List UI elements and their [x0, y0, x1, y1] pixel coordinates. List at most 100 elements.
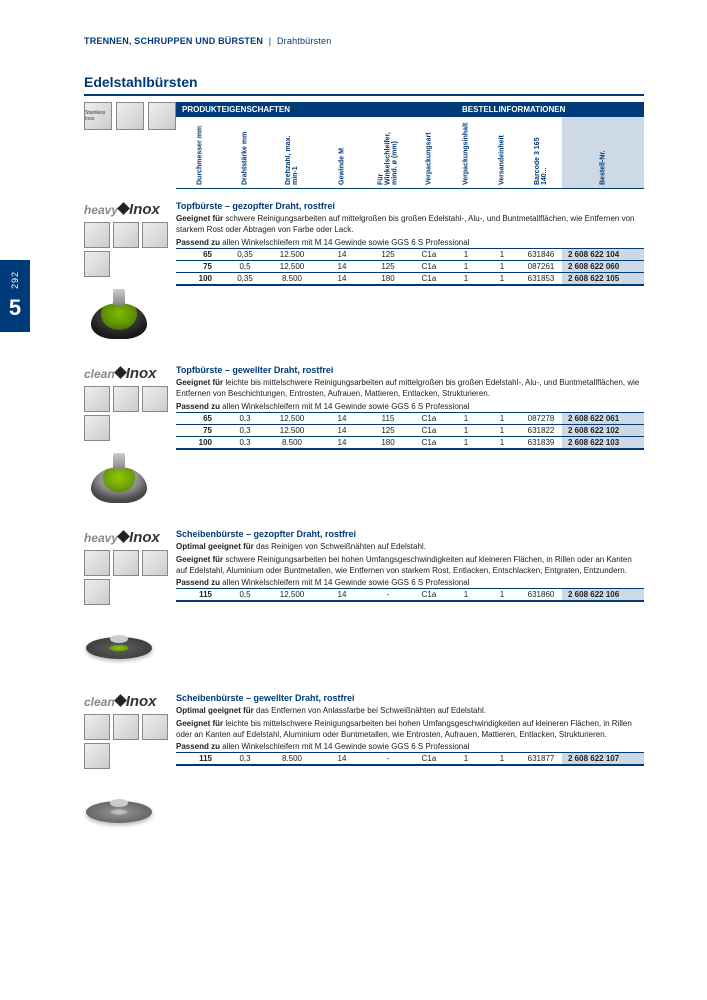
table-cell: 631853: [520, 272, 562, 285]
tile-icon: [148, 102, 176, 130]
table-cell: 1: [484, 424, 520, 436]
table-cell: 115: [176, 753, 224, 766]
table-cell: 65: [176, 248, 224, 260]
table-cell: 1: [484, 272, 520, 285]
table-cell: 125: [366, 424, 410, 436]
page-number: 292: [10, 271, 20, 289]
info-tile: [84, 743, 110, 769]
product-badge: heavyInox: [84, 529, 160, 546]
table-cell: 0,35: [224, 272, 266, 285]
info-tile: [142, 550, 168, 576]
table-cell: 125: [366, 248, 410, 260]
product-desc: Geeignet für leichte bis mittelschwere R…: [176, 378, 644, 400]
info-tile: [113, 386, 139, 412]
product-left: heavyInox: [84, 529, 176, 681]
table-cell: 0,35: [224, 248, 266, 260]
table-cell: 65: [176, 412, 224, 424]
product-fit: Passend zu allen Winkelschleifern mit M …: [176, 578, 644, 587]
product-right: Scheibenbürste – gewellter Draht, rostfr…: [176, 693, 644, 766]
product-tiles: [84, 222, 174, 277]
table-row: 650,312.50014115C1a110872782 608 622 061: [176, 412, 644, 424]
product-right: Scheibenbürste – gezopfter Draht, rostfr…: [176, 529, 644, 602]
table-cell: 14: [318, 260, 366, 272]
tile-stainless: Stainless Inox: [84, 102, 112, 130]
info-tile: [113, 550, 139, 576]
product-desc: Geeignet für leichte bis mittelschwere R…: [176, 719, 644, 741]
table-cell: C1a: [410, 412, 448, 424]
product-badge: cleanInox: [84, 365, 157, 382]
table-cell: 180: [366, 436, 410, 449]
table-cell: 2 608 622 060: [562, 260, 644, 272]
column-labels: Durchmesser mmDrahtstärke mmDrehzahl, ma…: [176, 117, 644, 189]
info-tile: [84, 579, 110, 605]
table-cell: 2 608 622 105: [562, 272, 644, 285]
product-badge: heavyInox: [84, 201, 160, 218]
table-cell: C1a: [410, 424, 448, 436]
table-cell: 1: [448, 260, 484, 272]
product-right: Topfbürste – gezopfter Draht, rostfrei Ge…: [176, 201, 644, 286]
product-desc: Geeignet für schwere Reinigungsarbeiten …: [176, 214, 644, 236]
table-cell: 100: [176, 272, 224, 285]
product-fit: Passend zu allen Winkelschleifern mit M …: [176, 402, 644, 411]
table-cell: C1a: [410, 248, 448, 260]
table-cell: -: [366, 753, 410, 766]
info-tile: [142, 714, 168, 740]
table-cell: 631822: [520, 424, 562, 436]
spec-table: 1150,512.50014-C1a116318602 608 622 106: [176, 588, 644, 602]
product-title: Topfbürste – gezopfter Draht, rostfrei: [176, 201, 644, 211]
column-label: Bestell-Nr.: [562, 117, 644, 188]
table-cell: 100: [176, 436, 224, 449]
table-cell: 12.500: [266, 424, 318, 436]
product-desc: Geeignet für schwere Reinigungsarbeiten …: [176, 555, 644, 577]
table-row: 750,512.50014125C1a110872612 608 622 060: [176, 260, 644, 272]
table-cell: 12.500: [266, 260, 318, 272]
info-tile: [84, 251, 110, 277]
table-cell: 115: [366, 412, 410, 424]
table-cell: 631877: [520, 753, 562, 766]
product-left: cleanInox: [84, 693, 176, 845]
product-image: [84, 283, 154, 353]
table-cell: C1a: [410, 753, 448, 766]
table-row: 650,3512.50014125C1a116318462 608 622 10…: [176, 248, 644, 260]
material-tiles: Stainless Inox: [84, 102, 176, 130]
breadcrumb-sep: |: [269, 36, 272, 46]
product-image: [84, 611, 154, 681]
column-label: Versandeinheit: [484, 117, 520, 188]
spec-table: 650,312.50014115C1a110872782 608 622 061…: [176, 412, 644, 450]
table-row: 1150,38.50014-C1a116318772 608 622 107: [176, 753, 644, 766]
product-tiles: [84, 550, 174, 605]
column-label: Für Winkelschleifer, mind. ø (mm): [366, 117, 410, 188]
info-tile: [84, 386, 110, 412]
table-cell: 1: [484, 753, 520, 766]
product-optimal: Optimal geeignet für das Entfernen von A…: [176, 706, 644, 717]
product-left: heavyInox: [84, 201, 176, 353]
table-cell: 1: [448, 589, 484, 602]
group-header-a: PRODUKTEIGENSCHAFTEN: [176, 102, 456, 116]
table-cell: 2 608 622 061: [562, 412, 644, 424]
product-tiles: [84, 714, 174, 769]
info-tile: [142, 386, 168, 412]
table-cell: 12.500: [266, 589, 318, 602]
info-tile: [113, 222, 139, 248]
column-label: Gewinde M: [318, 117, 366, 188]
table-cell: 1: [484, 436, 520, 449]
page-content: TRENNEN, SCHRUPPEN UND BÜRSTEN | Drahtbü…: [84, 36, 644, 845]
table-cell: C1a: [410, 260, 448, 272]
product-right: Topfbürste – gewellter Draht, rostfreiGe…: [176, 365, 644, 450]
column-label: Barcode 3 165 140...: [520, 117, 562, 188]
table-cell: 0,3: [224, 436, 266, 449]
info-tile: [84, 222, 110, 248]
table-cell: 12.500: [266, 412, 318, 424]
breadcrumb-main: TRENNEN, SCHRUPPEN UND BÜRSTEN: [84, 36, 263, 46]
table-row: 1150,512.50014-C1a116318602 608 622 106: [176, 589, 644, 602]
spec-table: 650,3512.50014125C1a116318462 608 622 10…: [176, 248, 644, 286]
table-cell: 1: [448, 412, 484, 424]
section-title: Edelstahlbürsten: [84, 74, 644, 96]
column-label: Durchmesser mm: [176, 117, 224, 188]
table-cell: 14: [318, 436, 366, 449]
spec-table: 1150,38.50014-C1a116318772 608 622 107: [176, 752, 644, 766]
table-cell: 1: [448, 436, 484, 449]
breadcrumb-sub: Drahtbürsten: [277, 36, 331, 46]
table-cell: 2 608 622 106: [562, 589, 644, 602]
product-optimal: Optimal geeignet für das Reinigen von Sc…: [176, 542, 644, 553]
